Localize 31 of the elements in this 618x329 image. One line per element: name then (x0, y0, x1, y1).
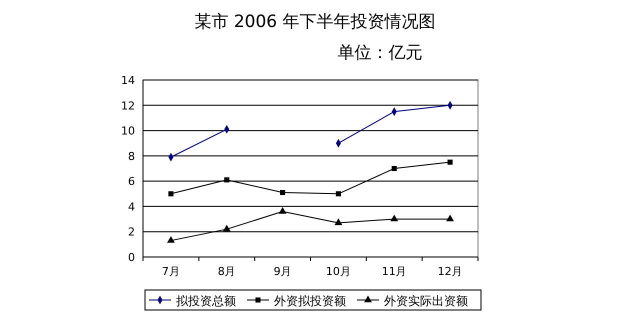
point (334, 218, 342, 226)
x-tick-label: 9月 (274, 265, 292, 278)
x-tick-label: 8月 (218, 265, 236, 278)
y-tick-label: 6 (128, 175, 135, 188)
point (224, 177, 230, 182)
point (448, 160, 453, 165)
point (280, 190, 286, 196)
point (446, 214, 454, 222)
point (392, 166, 397, 172)
legend-label: 外资拟投资额 (274, 294, 346, 308)
x-tick-label: 11月 (382, 265, 407, 278)
y-tick-label: 2 (128, 226, 135, 239)
legend-label: 拟投资总额 (176, 294, 236, 308)
point (390, 214, 398, 222)
y-tick-label: 0 (128, 251, 135, 264)
x-tick-label: 12月 (438, 265, 463, 278)
point (168, 191, 174, 196)
point (278, 207, 286, 214)
point (222, 224, 231, 232)
point (336, 191, 341, 196)
y-tick-label: 8 (128, 150, 135, 163)
y-tick-label: 14 (121, 74, 135, 87)
chart-title: 某市 2006 年下半年投资情况图 (194, 12, 436, 32)
x-tick-label: 7月 (162, 265, 180, 278)
y-tick-label: 10 (121, 124, 135, 138)
chart-subtitle: 单位：亿元 (338, 43, 422, 63)
point (167, 236, 175, 243)
legend-label: 外资实际出资额 (384, 294, 468, 308)
y-tick-label: 4 (128, 200, 135, 214)
y-tick-label: 12 (121, 99, 135, 112)
x-tick-label: 10月 (326, 265, 351, 278)
